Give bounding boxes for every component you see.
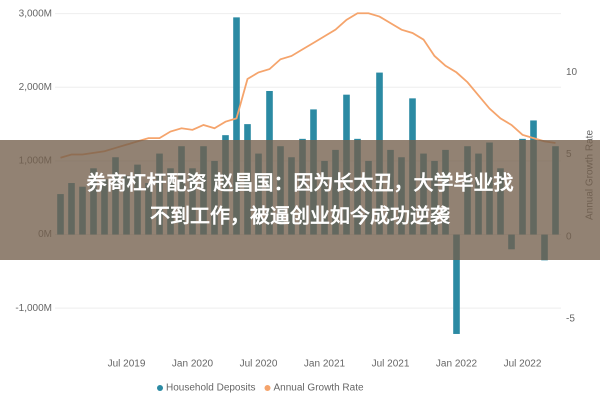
y2-tick-label: 10 xyxy=(566,67,578,78)
x-tick-label: Jul 2021 xyxy=(372,359,410,370)
x-tick-label: Jan 2020 xyxy=(172,359,214,370)
bar xyxy=(453,234,460,334)
x-tick-label: Jul 2022 xyxy=(504,359,542,370)
caption-line: 不到工作，被逼创业如今成功逆袭 xyxy=(150,204,451,228)
caption-line: 券商杠杆配资 赵昌国：因为长太丑，大学毕业找 xyxy=(86,171,514,195)
y-tick-label: -1,000M xyxy=(15,303,52,314)
legend-swatch xyxy=(264,385,271,391)
legend-label: Household Deposits xyxy=(166,383,256,394)
x-tick-label: Jan 2021 xyxy=(304,359,346,370)
caption-banner xyxy=(0,140,600,260)
growth-line xyxy=(60,12,556,159)
y-tick-label: 2,000M xyxy=(19,82,52,93)
y-tick-label: 3,000M xyxy=(19,8,52,19)
y2-tick-label: -5 xyxy=(566,313,575,324)
x-tick-label: Jul 2020 xyxy=(240,359,278,370)
bar xyxy=(233,17,240,235)
legend-swatch xyxy=(157,385,163,391)
x-tick-label: Jul 2019 xyxy=(108,359,146,370)
x-tick-label: Jan 2022 xyxy=(436,359,478,370)
legend-label: Annual Growth Rate xyxy=(274,383,364,394)
